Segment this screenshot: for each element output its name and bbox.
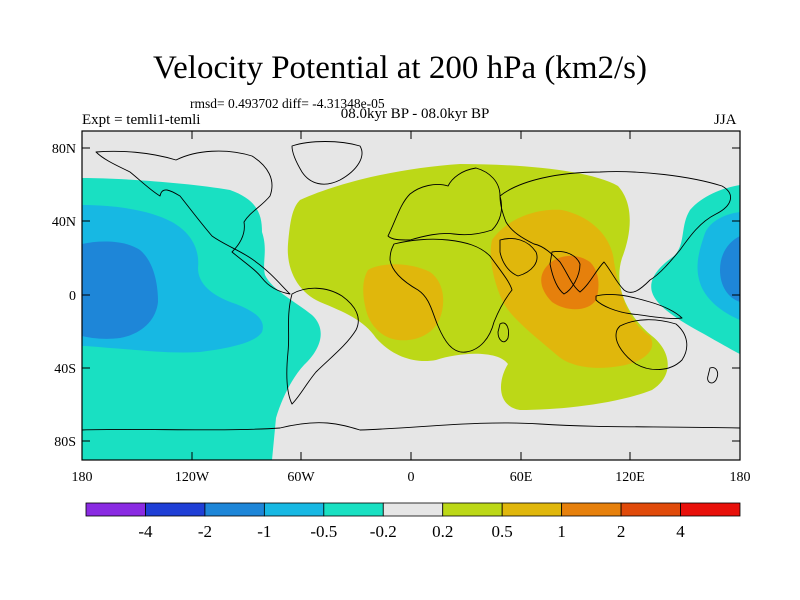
colorbar-label: -0.2	[370, 522, 397, 541]
colorbar-swatch	[145, 502, 206, 517]
colorbar-swatch	[442, 502, 503, 517]
lon-tick-label: 180	[730, 470, 751, 485]
contour-pos-1-india	[541, 255, 599, 310]
colorbar-swatch	[501, 502, 563, 517]
lon-tick-label: 120W	[175, 470, 210, 485]
coastlines	[82, 141, 740, 431]
coast-arabia	[499, 238, 538, 277]
colorbar-swatch	[382, 502, 444, 517]
lon-tick-label: 0	[408, 470, 415, 485]
colorbar-label: 0.2	[432, 522, 453, 541]
coast-south-america	[286, 287, 359, 405]
coast-north-america	[95, 150, 291, 295]
coast-india	[549, 251, 581, 295]
coast-madagascar	[497, 322, 509, 343]
contour-neg-1-pacific-east	[720, 236, 740, 302]
coast-greenland	[291, 141, 363, 185]
longitude-axis: 180 120W 60W 0 60E 120E 180	[72, 131, 751, 485]
coast-antarctica	[82, 422, 740, 431]
lat-tick-label: 40S	[54, 362, 76, 377]
lon-tick-label: 120E	[615, 470, 645, 485]
lon-tick-label: 60W	[287, 470, 315, 485]
colorbar	[85, 502, 741, 517]
colorbar-label: -2	[198, 522, 212, 541]
colorbar-label: -0.5	[310, 522, 337, 541]
colorbar-swatch	[323, 502, 384, 517]
lon-tick-label: 180	[72, 470, 93, 485]
colorbar-label: -1	[257, 522, 271, 541]
colorbar-label: 4	[676, 522, 685, 541]
lat-tick-label: 0	[69, 289, 76, 304]
coast-africa	[389, 238, 513, 353]
colorbar-labels: -4 -2 -1 -0.5 -0.2 0.2 0.5 1 2 4	[138, 522, 685, 541]
coast-new-zealand	[707, 367, 719, 384]
contour-fields	[82, 131, 740, 460]
contour-neg-1-pacific-west	[82, 241, 158, 339]
map-title: Velocity Potential at 200 hPa (km2/s)	[152, 50, 648, 86]
lon-tick-label: 60E	[510, 470, 533, 485]
latitude-axis: 80N 40N 0 40S 80S	[52, 142, 740, 450]
season-label: JJA	[714, 112, 737, 128]
colorbar-swatch	[620, 502, 681, 517]
coast-australia	[615, 319, 688, 370]
stats-line: rmsd= 0.493702 diff= -4.31348e-05	[190, 96, 385, 111]
experiment-label: Expt = temli1-temli	[82, 112, 201, 128]
period-label: 08.0kyr BP - 08.0kyr BP	[340, 106, 490, 122]
colorbar-label: 1	[557, 522, 566, 541]
colorbar-label: -4	[138, 522, 153, 541]
colorbar-swatch	[263, 502, 325, 517]
colorbar-swatch	[204, 502, 265, 517]
colorbar-swatch	[680, 502, 741, 517]
colorbar-label: 0.5	[492, 522, 513, 541]
contour-pos-0.5-tropical-atlantic	[363, 264, 444, 341]
lat-tick-label: 80S	[54, 435, 76, 450]
coast-asia	[499, 171, 731, 293]
colorbar-swatch	[85, 502, 146, 517]
colorbar-swatch	[561, 502, 622, 517]
coast-indonesia	[595, 293, 683, 319]
lat-tick-label: 40N	[52, 215, 76, 230]
lat-tick-label: 80N	[52, 142, 76, 157]
colorbar-label: 2	[617, 522, 626, 541]
